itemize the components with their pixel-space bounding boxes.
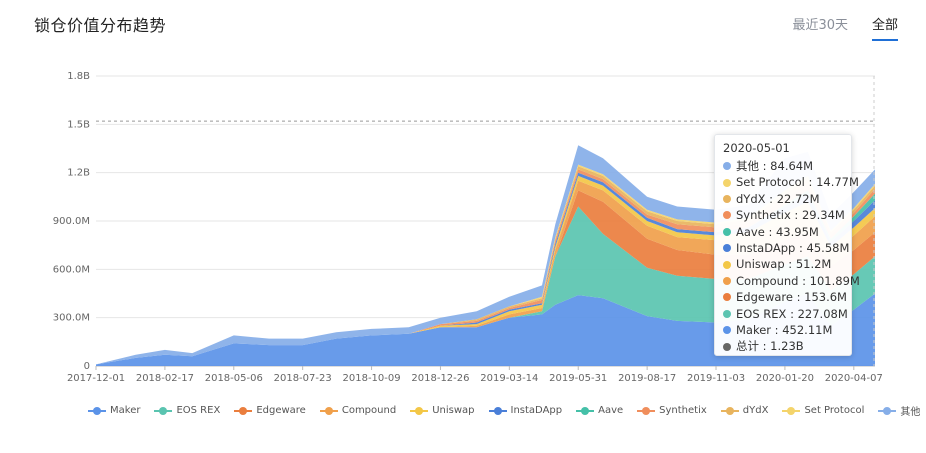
tooltip-dot-icon xyxy=(723,326,731,335)
legend-label: Set Protocol xyxy=(804,405,865,416)
legend-item[interactable]: Edgeware xyxy=(234,405,306,416)
tooltip-row: Maker : 452.11M xyxy=(723,322,843,338)
tooltip-row: EOS REX : 227.08M xyxy=(723,306,848,322)
tooltip-row-text: InstaDApp : 45.58M xyxy=(736,241,850,256)
tooltip-row: Edgeware : 153.6M xyxy=(723,289,847,305)
tooltip-row: 其他 : 84.64M xyxy=(723,158,843,174)
tooltip-row: Uniswap : 51.2M xyxy=(723,256,843,272)
legend-label: Synthetix xyxy=(659,405,707,416)
x-tick-label: 2018-07-23 xyxy=(274,373,332,384)
tooltip-dot-icon xyxy=(723,195,731,204)
x-tick-label: 2018-05-06 xyxy=(205,373,263,384)
tooltip-dot-icon xyxy=(723,178,731,187)
x-tick-label: 2020-01-20 xyxy=(756,373,814,384)
tooltip-dot-icon xyxy=(723,309,731,318)
x-tick-label: 2019-08-17 xyxy=(618,373,676,384)
tab-last-30-days[interactable]: 最近30天 xyxy=(792,18,848,33)
tooltip-row-text: Edgeware : 153.6M xyxy=(736,290,847,305)
legend-marker-icon xyxy=(410,406,429,416)
tooltip-row: Synthetix : 29.34M xyxy=(723,207,845,223)
legend-marker-icon xyxy=(782,406,801,416)
legend-label: InstaDApp xyxy=(510,405,563,416)
y-tick-label: 1.8B xyxy=(67,71,90,82)
tooltip-dot-icon xyxy=(723,227,731,236)
legend-item[interactable]: Synthetix xyxy=(637,405,707,416)
legend-marker-icon xyxy=(576,406,595,416)
y-tick-label: 1.2B xyxy=(67,168,90,179)
y-tick-label: 600.0M xyxy=(53,264,90,275)
tooltip-row: InstaDApp : 45.58M xyxy=(723,240,849,256)
legend-label: Uniswap xyxy=(432,405,475,416)
tooltip-row-text: Maker : 452.11M xyxy=(736,323,833,338)
legend-marker-icon xyxy=(234,406,253,416)
x-tick-label: 2020-04-07 xyxy=(825,373,883,384)
chart-tooltip: 2020-05-01 其他 : 84.64M Set Protocol : 14.… xyxy=(714,134,860,356)
tooltip-dot-icon xyxy=(723,211,731,220)
page-title: 锁仓价值分布趋势 xyxy=(34,16,167,35)
tooltip-row-text: Compound : 101.89M xyxy=(736,273,860,288)
x-tick-label: 2019-05-31 xyxy=(549,373,607,384)
tooltip-row-text: Set Protocol : 14.77M xyxy=(736,175,859,190)
tooltip-dot-icon xyxy=(723,293,731,302)
x-tick-label: 2018-12-26 xyxy=(411,373,469,384)
legend-label: 其他 xyxy=(900,407,921,418)
legend-item[interactable]: Compound xyxy=(319,405,397,416)
tooltip-date: 2020-05-01 xyxy=(723,141,790,155)
tooltip-row-text: dYdX : 22.72M xyxy=(736,191,820,206)
legend-marker-icon xyxy=(637,406,656,416)
legend-marker-icon xyxy=(88,406,106,416)
legend-label: Edgeware xyxy=(256,405,306,416)
legend-item[interactable]: EOS REX xyxy=(154,405,220,416)
tooltip-row: Set Protocol : 14.77M xyxy=(723,174,859,190)
tab-all[interactable]: 全部 xyxy=(871,14,898,41)
tooltip-row-text: 其他 : 84.64M xyxy=(736,159,814,173)
x-tick-label: 2019-03-14 xyxy=(480,373,538,384)
legend-item[interactable]: dYdX xyxy=(720,405,769,416)
tooltip-row: Compound : 101.89M xyxy=(723,273,860,289)
legend-marker-icon xyxy=(720,406,739,416)
legend-item[interactable]: InstaDApp xyxy=(488,405,563,416)
legend-item[interactable]: Uniswap xyxy=(410,405,475,416)
x-tick-label: 2017-12-01 xyxy=(67,373,125,384)
legend-label: dYdX xyxy=(742,405,769,416)
tooltip-dot-icon xyxy=(723,260,731,269)
tooltip-dot-icon xyxy=(723,162,731,171)
legend-label: EOS REX xyxy=(176,405,221,416)
tooltip-row: 总计 : 1.23B xyxy=(723,338,843,354)
x-tick-label: 2018-10-09 xyxy=(343,373,401,384)
tooltip-row-text: Uniswap : 51.2M xyxy=(736,257,832,272)
legend-marker-icon xyxy=(488,406,507,416)
range-tabs: 最近30天 全部 xyxy=(792,14,898,41)
y-tick-label: 900.0M xyxy=(53,216,90,227)
legend-marker-icon xyxy=(319,406,338,416)
legend-label: Compound xyxy=(341,405,397,416)
tooltip-row-text: 总计 : 1.23B xyxy=(736,339,804,354)
x-tick-label: 2018-02-17 xyxy=(136,373,194,384)
tooltip-dot-icon xyxy=(723,342,731,351)
y-tick-label: 0 xyxy=(84,361,90,372)
tooltip-row: Aave : 43.95M xyxy=(723,224,843,240)
legend-marker-icon xyxy=(154,406,173,416)
legend-item[interactable]: 其他 xyxy=(878,403,920,418)
series-area xyxy=(96,293,875,366)
legend-item[interactable]: Aave xyxy=(576,405,623,416)
tooltip-row: dYdX : 22.72M xyxy=(723,191,843,207)
legend-label: Maker xyxy=(110,405,141,416)
legend-item[interactable]: Set Protocol xyxy=(782,405,864,416)
y-tick-label: 1.5B xyxy=(67,119,90,130)
tooltip-row-text: EOS REX : 227.08M xyxy=(736,306,848,321)
tooltip-dot-icon xyxy=(723,244,731,253)
chart-legend: Maker EOS REX Edgeware Compound Uniswap Insta… xyxy=(88,403,920,418)
legend-item[interactable]: Maker xyxy=(88,405,140,416)
tooltip-row-text: Synthetix : 29.34M xyxy=(736,208,845,223)
legend-label: Aave xyxy=(598,405,624,416)
legend-marker-icon xyxy=(878,406,897,416)
x-tick-label: 2019-11-03 xyxy=(687,373,745,384)
tooltip-row-text: Aave : 43.95M xyxy=(736,224,819,239)
y-tick-label: 300.0M xyxy=(53,313,90,324)
tooltip-dot-icon xyxy=(723,277,731,286)
